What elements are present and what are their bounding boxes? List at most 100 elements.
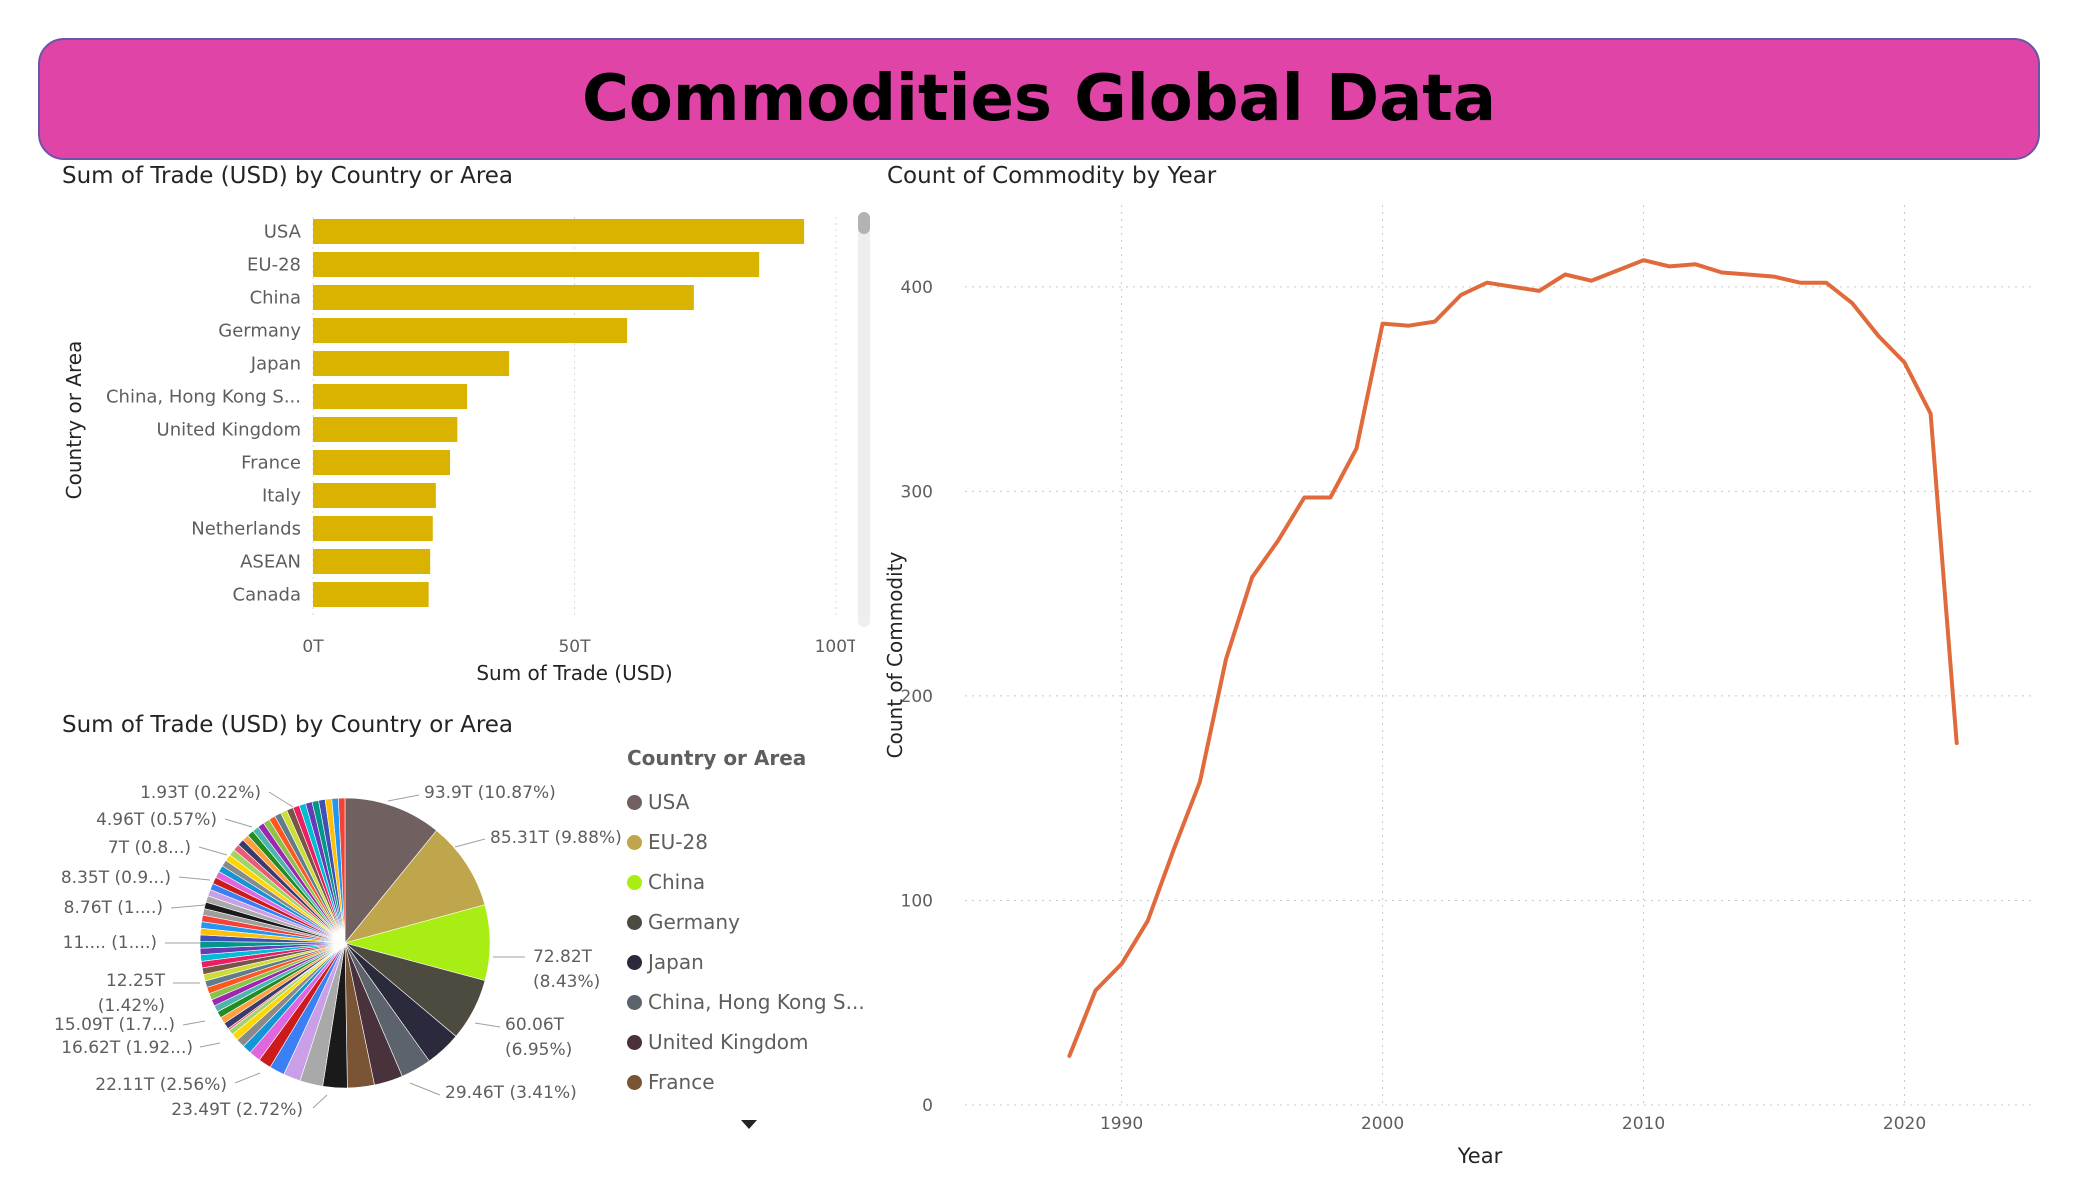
legend-item-label: Germany — [648, 910, 740, 934]
pie-data-label: 7T (0.8...) — [108, 838, 191, 858]
pie-data-label: 72.82T — [533, 947, 593, 967]
pie-label-leader — [234, 1072, 261, 1084]
legend-item-label: France — [648, 1070, 715, 1094]
pie-label-leader — [198, 846, 228, 856]
pie-label-leader — [474, 1022, 501, 1028]
bar-category-label: United Kingdom — [157, 420, 301, 441]
bar-category-label: Germany — [218, 321, 301, 342]
pie-label-leader — [387, 794, 420, 802]
pie-data-label: 11.... (1....) — [63, 933, 157, 953]
legend-item-label: China — [648, 870, 706, 894]
legend-item[interactable]: China, Hong Kong S... — [627, 982, 865, 1022]
legend-item[interactable]: USA — [627, 782, 865, 822]
pie-data-label: 4.96T (0.57%) — [96, 810, 217, 830]
pie-data-label: (6.95%) — [505, 1040, 572, 1060]
legend-color-dot — [627, 794, 642, 810]
bar-1 — [313, 252, 760, 277]
line-chart-title: Count of Commodity by Year — [887, 163, 1217, 189]
bar-category-label: USA — [264, 222, 302, 243]
pie-data-label: 85.31T (9.88%) — [490, 828, 622, 848]
legend-item[interactable]: EU-28 — [627, 822, 865, 862]
line-x-tick-label: 2000 — [1361, 1114, 1404, 1134]
bar-x-tick-label: 0T — [302, 637, 324, 657]
pie-data-label: 1.93T (0.22%) — [140, 783, 261, 803]
pie-slice-0 — [344, 797, 437, 944]
pie-data-label: 93.9T (10.87%) — [424, 783, 556, 803]
line-x-axis-label: Year — [1457, 1144, 1503, 1168]
pie-data-label: 60.06T — [505, 1015, 565, 1035]
bar-category-label: Italy — [262, 486, 301, 507]
pie-legend-title: Country or Area — [627, 746, 807, 770]
line-x-tick-label: 2020 — [1883, 1114, 1926, 1134]
legend-color-dot — [627, 1074, 642, 1090]
pie-data-label: 22.11T (2.56%) — [95, 1075, 227, 1095]
legend-item-label: Japan — [648, 950, 704, 974]
line-y-tick-label: 200 — [901, 687, 933, 707]
pie-label-leader — [454, 838, 486, 848]
bar-category-label: Japan — [250, 354, 301, 375]
legend-item-label: United Kingdom — [648, 1030, 809, 1054]
bar-4 — [313, 351, 510, 376]
pie-legend: Country or Area USA EU-28 China Germany Japa… — [627, 746, 865, 1102]
bar-7 — [313, 450, 451, 475]
bar-x-tick-label: 100T — [815, 637, 855, 657]
pie-data-label: 23.49T (2.72%) — [171, 1100, 303, 1120]
legend-color-dot — [627, 994, 642, 1010]
bar-category-label: Netherlands — [191, 519, 301, 540]
legend-scroll-down-icon[interactable] — [741, 1120, 757, 1129]
bar-y-axis-label: Country or Area — [62, 341, 86, 500]
legend-color-dot — [627, 1034, 642, 1050]
legend-color-dot — [627, 954, 642, 970]
bar-x-tick-label: 50T — [558, 637, 591, 657]
bar-category-label: ASEAN — [240, 552, 301, 573]
bar-category-label: EU-28 — [247, 255, 301, 276]
bar-8 — [313, 483, 436, 508]
legend-item[interactable]: China — [627, 862, 865, 902]
pie-chart-title: Sum of Trade (USD) by Country or Area — [62, 712, 514, 738]
line-y-tick-label: 400 — [901, 278, 933, 298]
pie-data-label: (1.42%) — [98, 996, 165, 1016]
pie-slice-66 — [338, 797, 346, 944]
dashboard-title-banner: Commodities Global Data — [38, 38, 2040, 160]
legend-item-label: USA — [648, 790, 690, 814]
line-y-tick-label: 300 — [901, 482, 933, 502]
bar-9 — [313, 516, 433, 541]
legend-item[interactable]: Germany — [627, 902, 865, 942]
pie-label-leader — [170, 904, 206, 909]
legend-item-label: China, Hong Kong S... — [648, 990, 865, 1014]
pie-label-leader — [182, 1020, 206, 1026]
pie-label-leader — [199, 1042, 221, 1048]
pie-data-label: 15.09T (1.7...) — [55, 1015, 175, 1035]
pie-data-label: 12.25T — [106, 971, 166, 991]
bar-category-label: France — [241, 453, 301, 474]
bar-6 — [313, 417, 458, 442]
line-chart[interactable]: 0 100 200 300 400 1990 2000 2010 2020 Year Count o… — [880, 205, 2040, 1175]
pie-data-label: 8.35T (0.9...) — [61, 868, 171, 888]
legend-item[interactable]: Japan — [627, 942, 865, 982]
bar-chart[interactable]: 0T 50T 100T USA EU-28 China Germany Japan China,… — [55, 205, 855, 695]
bar-category-label: China, Hong Kong S... — [106, 387, 301, 408]
dashboard-title: Commodities Global Data — [581, 62, 1497, 136]
line-x-tick-label: 2010 — [1622, 1114, 1665, 1134]
line-y-tick-label: 0 — [922, 1096, 933, 1116]
legend-color-dot — [627, 834, 642, 850]
bar-0 — [313, 219, 805, 244]
line-series-count — [1067, 258, 1959, 1058]
bar-x-axis-label: Sum of Trade (USD) — [476, 661, 672, 685]
bar-11 — [313, 582, 429, 607]
bar-chart-scroll-thumb[interactable] — [858, 212, 870, 234]
bar-chart-scrollbar[interactable] — [858, 212, 870, 627]
bar-chart-title: Sum of Trade (USD) by Country or Area — [62, 163, 514, 189]
bar-category-label: China — [250, 288, 301, 309]
pie-data-label: 8.76T (1....) — [64, 898, 163, 918]
bar-2 — [313, 285, 694, 310]
pie-data-label: 29.46T (3.41%) — [445, 1083, 577, 1103]
pie-chart[interactable]: 93.9T (10.87%) 85.31T (9.88%) 72.82T (8.43%… — [55, 765, 625, 1125]
bar-5 — [313, 384, 468, 409]
line-y-axis-label: Count of Commodity — [883, 551, 907, 758]
pie-label-leader — [268, 791, 294, 808]
legend-item[interactable]: France — [627, 1062, 865, 1102]
pie-label-leader — [409, 1082, 441, 1096]
legend-item[interactable]: United Kingdom — [627, 1022, 865, 1062]
bar-10 — [313, 549, 431, 574]
